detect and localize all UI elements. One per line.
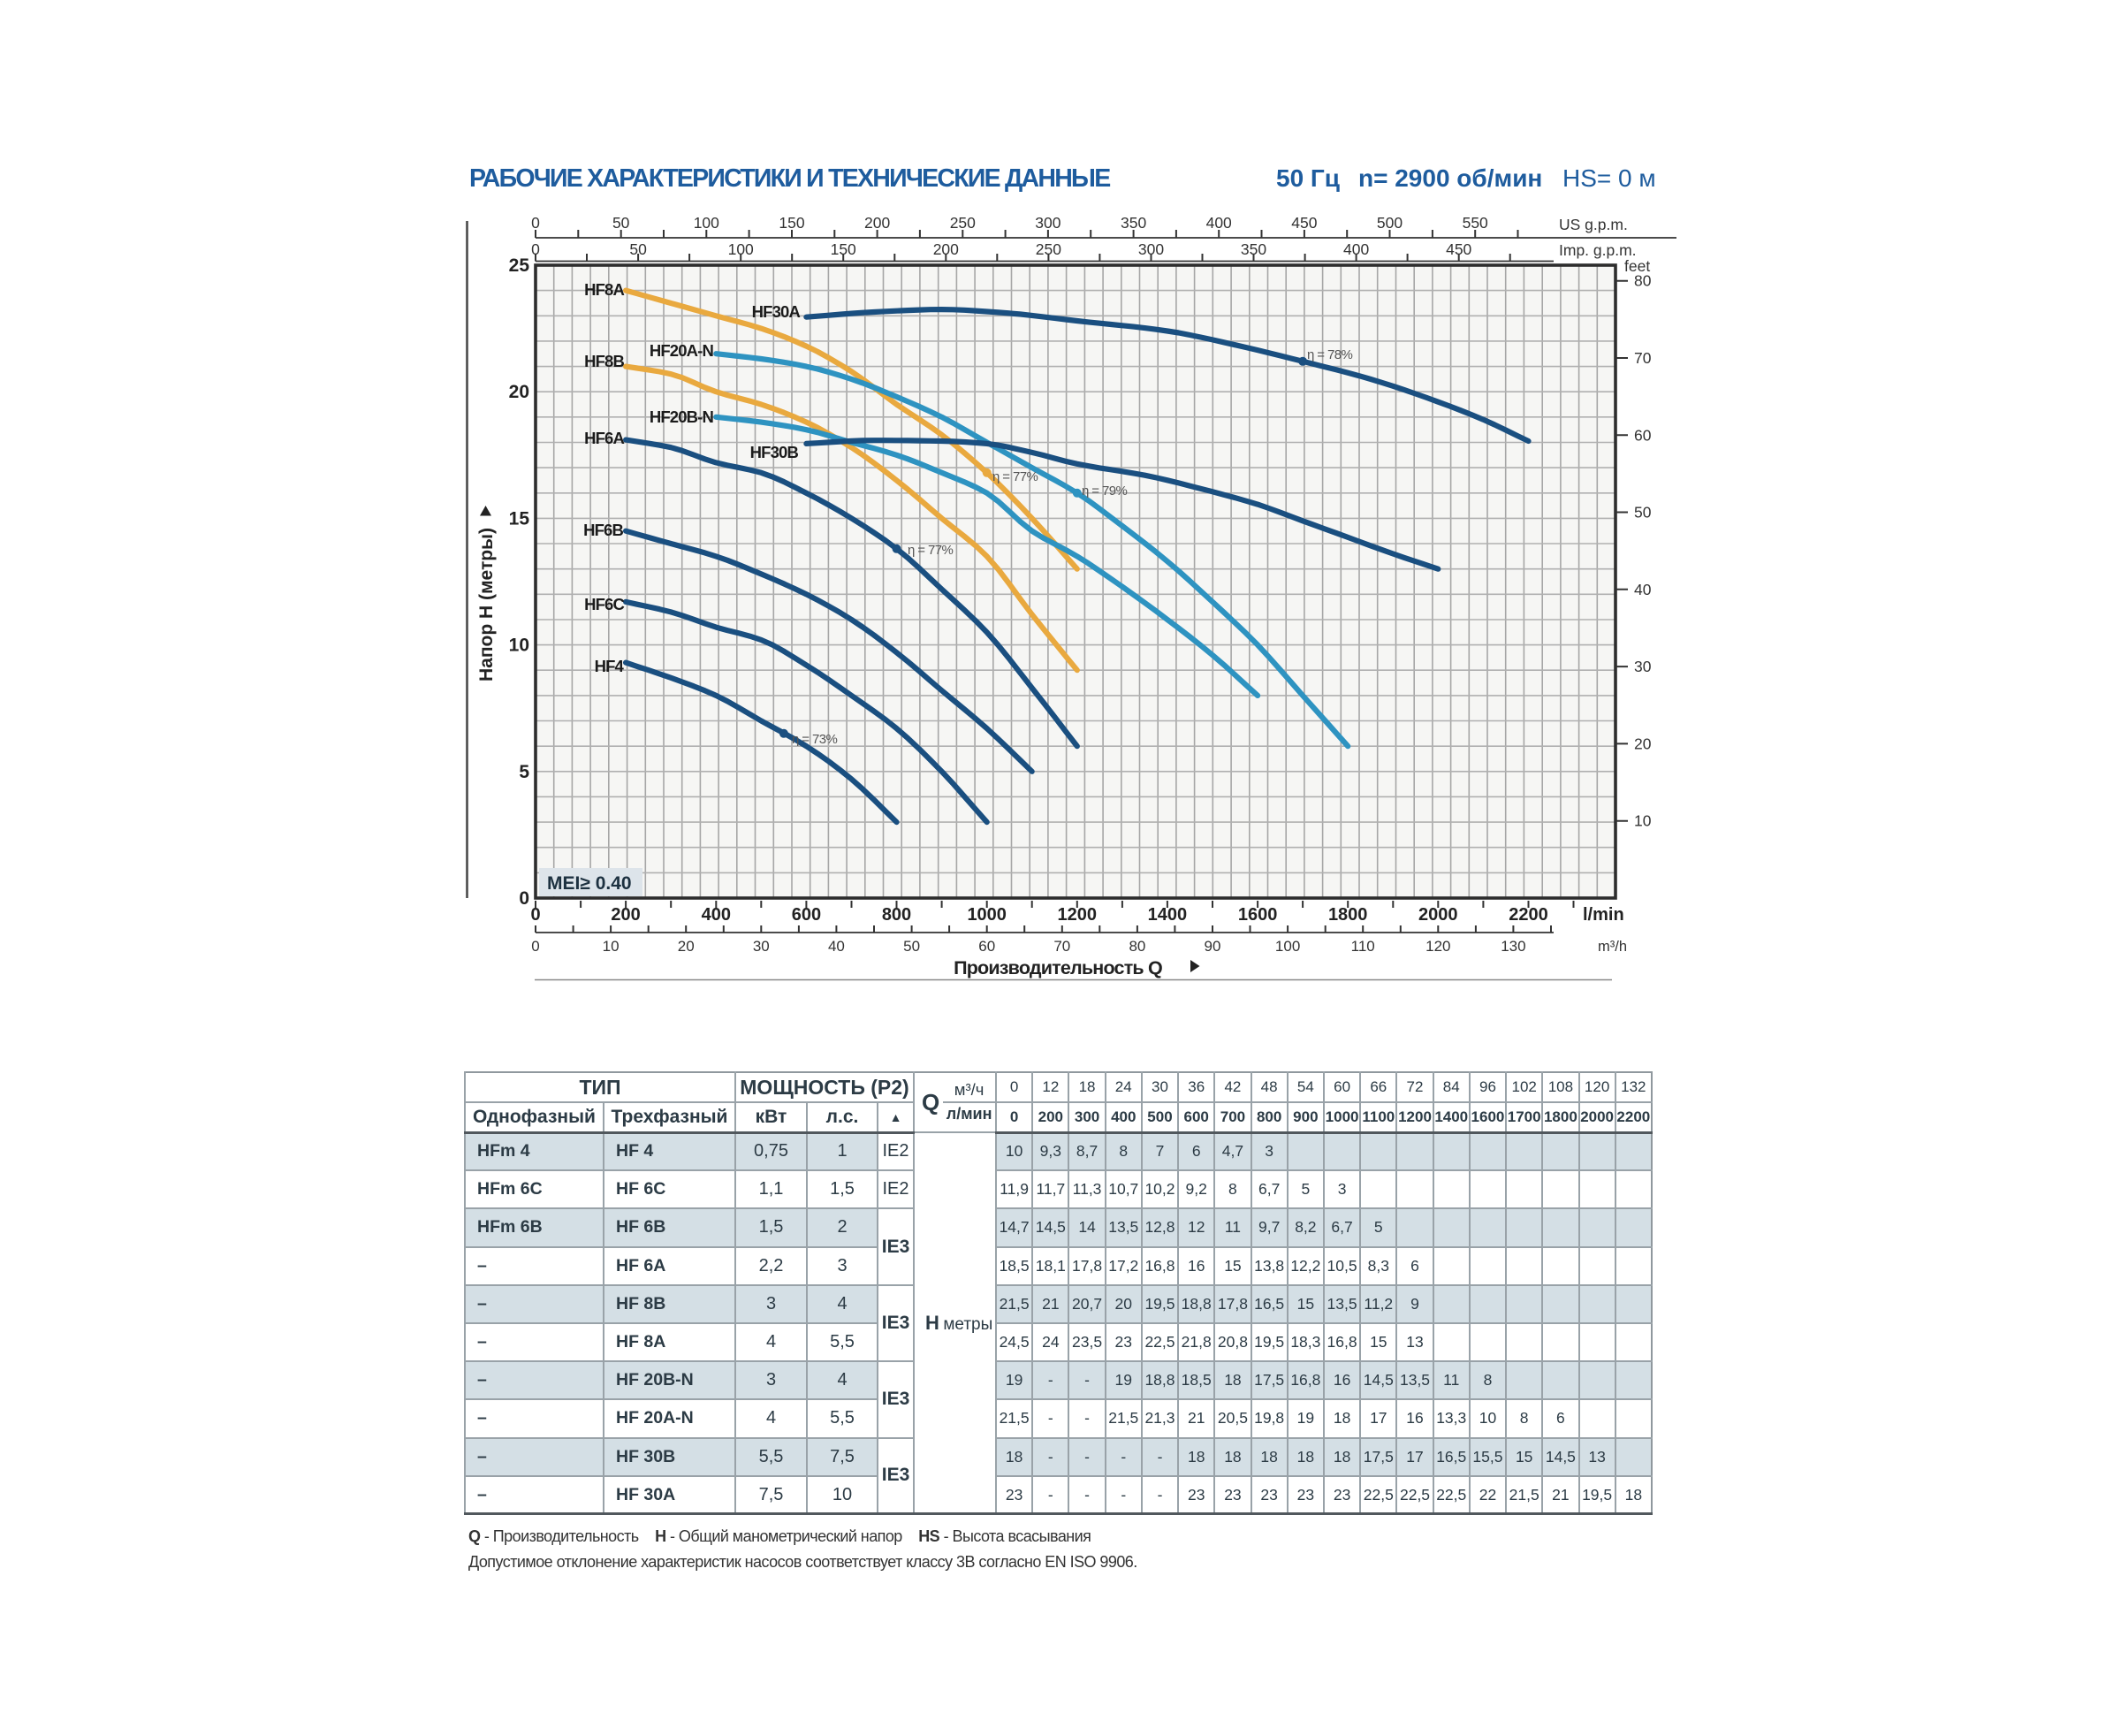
svg-text:30: 30 (1634, 658, 1652, 675)
svg-text:110: 110 (1351, 938, 1375, 955)
svg-text:200: 200 (864, 214, 890, 232)
svg-text:800: 800 (882, 905, 911, 925)
svg-text:l/min: l/min (1583, 905, 1624, 925)
svg-text:400: 400 (1343, 240, 1369, 258)
svg-text:80: 80 (1129, 938, 1145, 955)
svg-text:60: 60 (978, 938, 995, 955)
svg-text:150: 150 (831, 240, 856, 258)
svg-text:HF20A-N: HF20A-N (650, 341, 714, 360)
svg-text:0: 0 (519, 888, 529, 909)
svg-text:300: 300 (1035, 214, 1060, 232)
svg-text:150: 150 (779, 214, 804, 232)
svg-text:40: 40 (1634, 581, 1652, 598)
svg-text:0: 0 (530, 905, 540, 925)
svg-text:450: 450 (1291, 214, 1317, 232)
svg-text:90: 90 (1205, 938, 1221, 955)
svg-text:100: 100 (1275, 938, 1300, 955)
svg-text:200: 200 (611, 905, 640, 925)
svg-text:0: 0 (531, 240, 540, 258)
svg-text:2000: 2000 (1418, 905, 1458, 925)
svg-text:η = 79%: η = 79% (1082, 483, 1128, 499)
svg-text:10: 10 (603, 938, 620, 955)
svg-text:1800: 1800 (1328, 905, 1368, 925)
svg-text:400: 400 (1206, 214, 1232, 232)
svg-text:250: 250 (950, 214, 976, 232)
svg-text:600: 600 (792, 905, 821, 925)
svg-text:40: 40 (828, 938, 845, 955)
svg-text:HF6B: HF6B (583, 521, 623, 539)
svg-text:HF6C: HF6C (584, 595, 624, 613)
svg-text:400: 400 (702, 905, 731, 925)
svg-text:50: 50 (903, 938, 920, 955)
svg-text:MEI≥ 0.40: MEI≥ 0.40 (547, 873, 632, 894)
svg-text:HF30B: HF30B (750, 443, 799, 461)
svg-text:HF6A: HF6A (584, 429, 624, 447)
svg-text:η = 77%: η = 77% (992, 469, 1038, 484)
svg-text:HF8A: HF8A (584, 280, 624, 299)
svg-text:HF30A: HF30A (752, 302, 801, 321)
svg-text:m³/h: m³/h (1598, 939, 1627, 955)
svg-text:50: 50 (1634, 504, 1652, 522)
svg-text:10: 10 (509, 636, 529, 656)
svg-text:80: 80 (1634, 272, 1652, 290)
svg-text:5: 5 (519, 762, 529, 782)
svg-text:HF8B: HF8B (584, 352, 624, 370)
svg-text:2200: 2200 (1509, 905, 1548, 925)
svg-text:350: 350 (1121, 214, 1146, 232)
svg-text:250: 250 (1036, 240, 1061, 258)
svg-text:η = 73%: η = 73% (792, 732, 838, 747)
svg-text:100: 100 (694, 214, 719, 232)
svg-text:η = 78%: η = 78% (1307, 347, 1353, 362)
svg-text:η = 77%: η = 77% (908, 543, 954, 558)
svg-text:Производительность Q: Производительность Q (954, 957, 1162, 978)
svg-text:20: 20 (678, 938, 695, 955)
svg-text:US g.p.m.: US g.p.m. (1559, 216, 1628, 233)
svg-text:70: 70 (1634, 349, 1652, 367)
svg-text:10: 10 (1634, 812, 1652, 830)
svg-text:50: 50 (629, 240, 647, 258)
svg-text:Напор H (метры): Напор H (метры) (476, 528, 497, 681)
svg-text:120: 120 (1425, 938, 1450, 955)
svg-text:70: 70 (1053, 938, 1070, 955)
svg-text:0: 0 (531, 938, 539, 955)
svg-text:Imp. g.p.m.: Imp. g.p.m. (1559, 241, 1637, 259)
svg-text:0: 0 (531, 214, 540, 232)
svg-text:feet: feet (1624, 257, 1650, 275)
svg-text:60: 60 (1634, 426, 1652, 444)
svg-text:20: 20 (1634, 735, 1652, 752)
svg-text:25: 25 (509, 255, 530, 276)
svg-text:20: 20 (509, 382, 529, 402)
svg-text:200: 200 (933, 240, 959, 258)
svg-text:300: 300 (1138, 240, 1164, 258)
svg-text:HF4: HF4 (595, 657, 625, 675)
svg-text:50: 50 (612, 214, 630, 232)
svg-text:15: 15 (509, 508, 530, 529)
svg-text:1200: 1200 (1058, 905, 1098, 925)
svg-text:30: 30 (753, 938, 770, 955)
svg-text:100: 100 (728, 240, 754, 258)
svg-text:500: 500 (1377, 214, 1403, 232)
svg-text:350: 350 (1241, 240, 1266, 258)
svg-text:450: 450 (1446, 240, 1471, 258)
svg-text:550: 550 (1463, 214, 1488, 232)
svg-text:1000: 1000 (967, 905, 1007, 925)
svg-text:HF20B-N: HF20B-N (650, 407, 714, 426)
svg-text:1400: 1400 (1148, 905, 1188, 925)
svg-text:130: 130 (1501, 938, 1525, 955)
svg-text:1600: 1600 (1238, 905, 1278, 925)
